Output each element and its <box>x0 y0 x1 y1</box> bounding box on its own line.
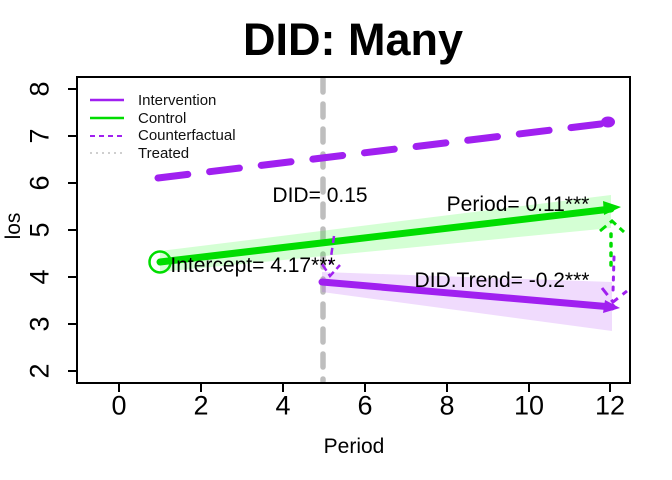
control-line <box>156 205 615 266</box>
did-gap-arrowhead <box>320 263 341 279</box>
x-axis-ticks <box>118 383 611 392</box>
intercept-marker-circle <box>148 250 172 274</box>
x-tick-label-10: 10 <box>513 390 545 421</box>
y-tick-label-8: 8 <box>24 81 55 97</box>
x-tick-label-6: 6 <box>357 390 373 421</box>
x-tick-label-8: 8 <box>439 390 455 421</box>
x-axis-title: Period <box>323 435 385 458</box>
y-axis-title: los <box>2 212 25 240</box>
control-line-arrowhead <box>603 201 621 215</box>
annotation-did-trend: DID.Trend= -0.2*** <box>414 269 590 292</box>
y-tick-label-6: 6 <box>24 175 55 191</box>
x-tick-label-12: 12 <box>594 390 626 421</box>
annotation-intercept: Intercept= 4.17*** <box>170 254 336 277</box>
did-gap-arrow-shaft <box>328 235 336 265</box>
x-tick-label-4: 4 <box>275 390 291 421</box>
intervention-line-swatch <box>90 98 124 102</box>
y-tick-label-2: 2 <box>24 363 55 379</box>
legend-item-label: Control <box>138 109 187 127</box>
control-line-swatch <box>90 116 124 120</box>
legend-item-label: Counterfactual <box>138 127 236 144</box>
counterfactual-end-dot <box>601 116 615 128</box>
legend-item-treated: Treated <box>90 144 189 162</box>
annotation-period: Period= 0.11*** <box>446 193 590 216</box>
y-tick-label-5: 5 <box>24 222 55 238</box>
y-axis-ticks <box>68 88 77 372</box>
legend-item-counterfactual: Counterfactual <box>90 127 236 145</box>
control-gap-arrowhead <box>599 219 626 234</box>
counterfactual-line-swatch <box>90 134 124 137</box>
legend-item-label: Intervention <box>138 91 217 109</box>
treated-line-swatch <box>90 152 124 154</box>
y-tick-label-4: 4 <box>24 269 55 285</box>
trend-gap-arrowhead <box>600 287 628 305</box>
annotation-did: DID= 0.15 <box>272 184 368 207</box>
x-tick-label-2: 2 <box>193 390 209 421</box>
y-tick-label-7: 7 <box>24 128 55 144</box>
trend-gap-arrow-shaft <box>611 255 616 295</box>
intervention-line-arrowhead <box>603 300 620 313</box>
legend-item-control: Control <box>90 109 186 127</box>
legend-item-label: Treated <box>138 144 190 162</box>
x-tick-label-0: 0 <box>111 390 127 421</box>
y-tick-label-3: 3 <box>24 316 55 332</box>
chart-title: DID: Many <box>242 14 464 65</box>
legend-item-intervention: Intervention <box>90 91 216 109</box>
counterfactual-line <box>154 119 613 182</box>
intervention-line <box>318 278 616 311</box>
